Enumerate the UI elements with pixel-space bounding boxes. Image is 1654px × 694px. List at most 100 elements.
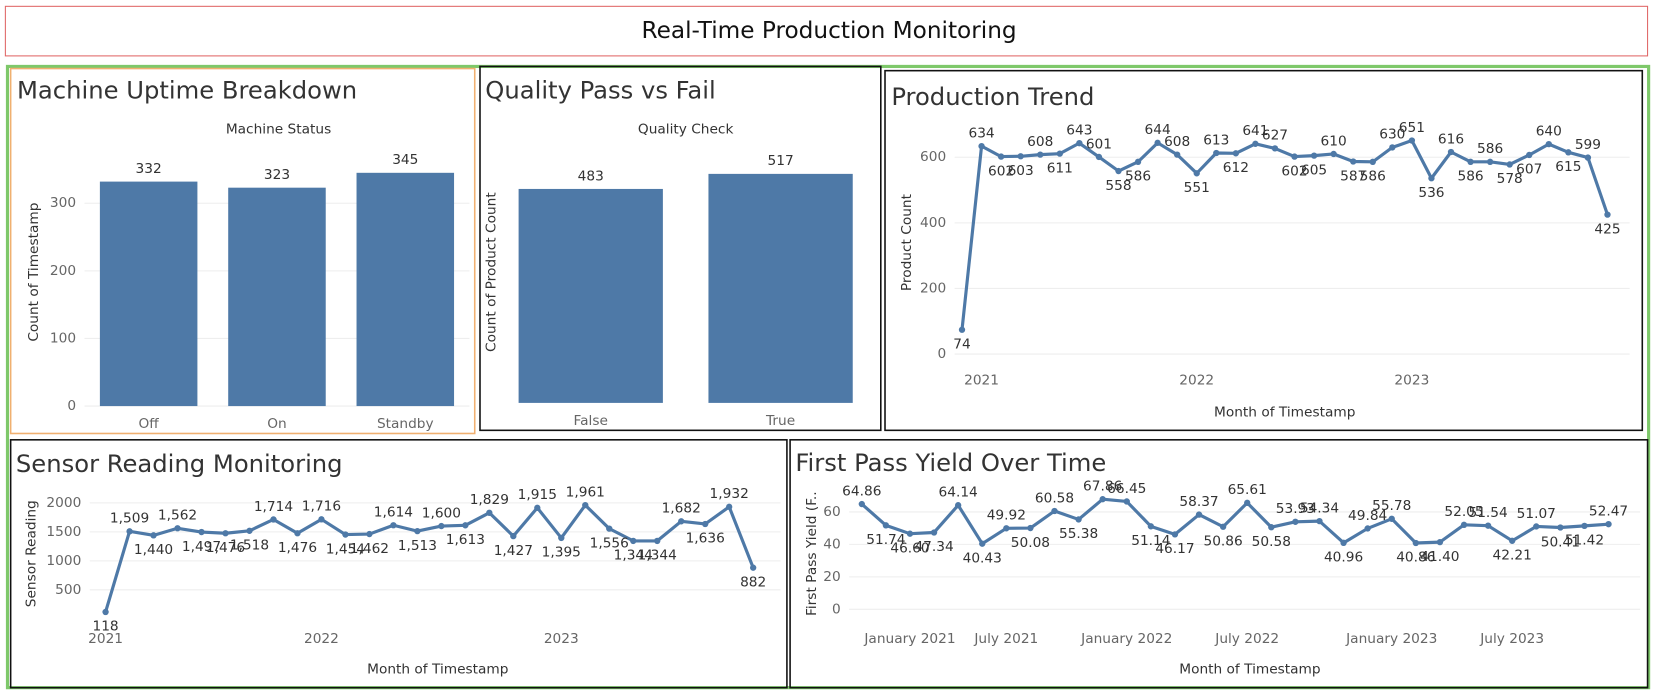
data-label: 558 (1105, 178, 1131, 194)
point (1526, 151, 1533, 159)
y-tick-label: 500 (55, 582, 81, 598)
data-label: 578 (1497, 171, 1523, 187)
point (102, 608, 109, 616)
point (1037, 151, 1044, 158)
y-tick-label: 0 (67, 398, 76, 414)
data-label: 425 (1594, 221, 1620, 237)
data-label: 1,556 (590, 535, 629, 551)
data-label: 52.05 (1444, 504, 1483, 520)
point (1408, 137, 1416, 144)
data-label: 46.17 (1155, 541, 1194, 557)
panel-title: Production Trend (891, 82, 1094, 111)
data-label: 517 (768, 153, 794, 169)
x-tick-label: July 2022 (1214, 631, 1279, 647)
point (978, 142, 985, 150)
axis-title: Machine Status (226, 122, 331, 138)
x-axis-label: Month of Timestamp (1214, 404, 1355, 420)
data-label: 643 (1066, 122, 1092, 138)
point (246, 527, 253, 534)
y-tick-label: 60 (823, 504, 840, 520)
data-label: 613 (1203, 132, 1229, 148)
point (390, 522, 397, 529)
data-label: 1,915 (518, 487, 557, 503)
point (1460, 521, 1468, 529)
point (1604, 211, 1611, 218)
x-tick-label: 2023 (544, 631, 579, 647)
data-label: 882 (740, 574, 766, 590)
point (958, 326, 966, 333)
point (270, 516, 277, 523)
data-label: 118 (92, 619, 118, 635)
data-label: 586 (1477, 141, 1503, 157)
point (1584, 154, 1592, 161)
bar (99, 181, 198, 407)
data-label: 53.93 (1276, 501, 1315, 517)
x-axis-label: Month of Timestamp (1179, 662, 1320, 678)
data-label: 1,497 (182, 539, 221, 555)
data-label: 601 (1086, 136, 1112, 152)
point (1291, 153, 1298, 160)
x-tick-label: 2021 (964, 373, 999, 389)
panel-title: Quality Pass vs Fail (485, 76, 715, 105)
data-label: 611 (1047, 160, 1073, 176)
y-tick-label: 200 (920, 280, 946, 296)
data-label: 603 (1008, 163, 1034, 179)
y-tick-label: 200 (50, 263, 76, 279)
data-label: 40.86 (1396, 550, 1435, 566)
line (960, 138, 1609, 330)
point (654, 537, 661, 545)
point (1134, 158, 1142, 166)
line (860, 497, 1609, 546)
data-label: 332 (136, 161, 162, 177)
point (222, 530, 229, 537)
point (318, 516, 325, 523)
y-axis-label: Sensor Reading (24, 500, 40, 607)
point (1565, 149, 1572, 156)
point (882, 522, 890, 529)
point (750, 564, 757, 571)
point (342, 531, 349, 538)
point (414, 527, 421, 535)
panel-border (479, 65, 882, 432)
x-tick-label: 2022 (1179, 373, 1214, 389)
x-tick-label: On (267, 416, 286, 432)
data-label: 616 (1438, 131, 1464, 147)
data-label: 47.34 (914, 539, 953, 555)
point (174, 525, 181, 532)
data-label: 612 (1223, 160, 1249, 176)
point (1095, 153, 1103, 161)
data-label: 50.08 (1011, 535, 1050, 551)
point (1292, 518, 1299, 525)
axis-title: Quality Check (638, 122, 734, 138)
x-tick-label: 2022 (304, 631, 339, 647)
x-tick-label: January 2022 (1080, 631, 1172, 647)
data-label: 610 (1321, 133, 1347, 149)
y-axis-label: Product Count (899, 193, 915, 291)
data-label: 74 (953, 337, 970, 353)
data-label: 1,562 (158, 508, 197, 524)
data-label: 651 (1399, 120, 1425, 136)
panel-border (9, 439, 788, 689)
data-label: 50.86 (1204, 534, 1243, 550)
point (1340, 539, 1347, 546)
data-label: 1,344 (638, 548, 677, 564)
data-label: 1,462 (350, 541, 389, 557)
data-label: 602 (988, 163, 1014, 179)
x-tick-label: True (765, 413, 795, 429)
point (558, 534, 565, 542)
data-label: 586 (1360, 169, 1386, 185)
y-tick-label: 1000 (46, 553, 81, 569)
y-axis-label: First Pass Yield (F.. (804, 491, 820, 616)
point (858, 500, 865, 508)
point (1271, 145, 1279, 152)
data-label: 50.41 (1541, 534, 1580, 550)
point (1268, 524, 1275, 531)
y-tick-label: 20 (823, 569, 840, 585)
point (1310, 152, 1318, 159)
x-tick-label: 2023 (1394, 373, 1429, 389)
data-label: 627 (1262, 128, 1288, 144)
point (606, 525, 613, 532)
data-label: 1,476 (278, 540, 317, 556)
data-label: 586 (1125, 169, 1151, 185)
